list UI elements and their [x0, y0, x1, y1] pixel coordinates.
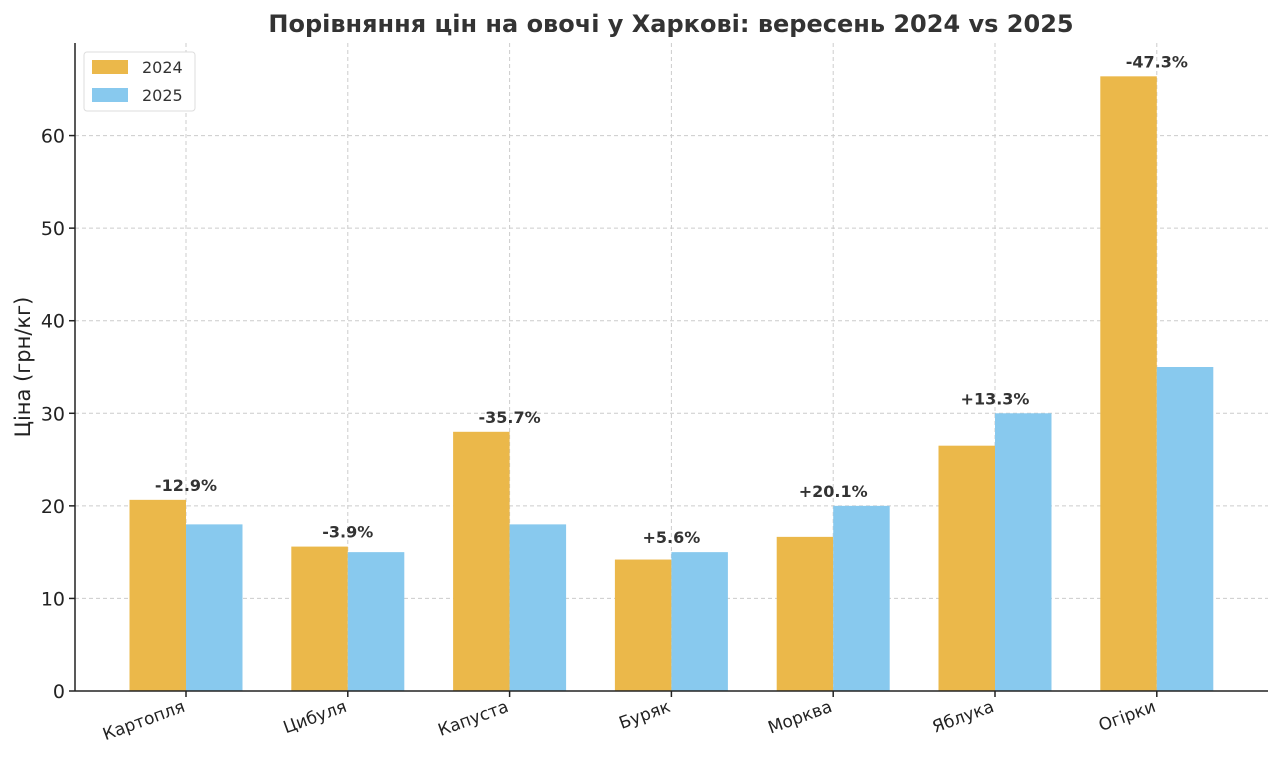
x-tick-label: Цибуля: [281, 697, 350, 738]
x-tick-label: Буряк: [616, 697, 673, 734]
x-tick-labels: Картопля Цибуля Капуста Буряк Морква Яблука Ог…: [100, 697, 1158, 745]
x-tick-label: Капуста: [436, 697, 512, 741]
bar-2024-3: [614, 559, 672, 691]
x-tick-label: Яблука: [930, 697, 997, 738]
bar-2025-1: [347, 552, 405, 691]
bar-2025-3: [671, 552, 728, 691]
bar-2024-4: [776, 536, 834, 691]
legend-label-2025: 2025: [142, 86, 183, 105]
data-labels-layer: -12.9% -3.9% -35.7% +5.6% +20.1% +13.3% -47.3%: [155, 52, 1188, 547]
change-label: -12.9%: [155, 476, 217, 495]
y-tick-label: 50: [41, 218, 65, 240]
axes-layer: [69, 43, 1268, 697]
x-tick-label: Огірки: [1096, 697, 1158, 736]
y-tick-label: 60: [41, 126, 65, 148]
change-label: +20.1%: [799, 482, 868, 501]
change-label: -47.3%: [1126, 52, 1188, 71]
legend-swatch-2025: [92, 88, 128, 102]
y-tick-label: 10: [41, 588, 65, 610]
bar-2024-1: [291, 546, 348, 691]
y-tick-labels: 0 10 20 30 40 50 60: [41, 126, 65, 703]
bar-2025-2: [509, 524, 567, 691]
x-tick-label: Картопля: [100, 697, 187, 745]
change-label: +5.6%: [643, 528, 701, 547]
bar-2024-2: [453, 431, 510, 691]
x-tick-label: Морква: [766, 697, 835, 739]
y-tick-label: 20: [41, 496, 65, 518]
legend: 2024 2025: [83, 51, 196, 112]
bar-2024-6: [1100, 76, 1157, 692]
y-axis-label: Ціна (грн/кг): [11, 297, 35, 438]
bars-layer: [129, 76, 1214, 692]
bar-2024-5: [938, 445, 995, 691]
bar-2025-4: [833, 505, 890, 691]
y-tick-label: 0: [53, 681, 65, 703]
bar-2025-6: [1156, 367, 1214, 691]
change-label: -35.7%: [479, 408, 541, 427]
legend-label-2024: 2024: [142, 58, 183, 77]
bar-2025-0: [186, 524, 243, 691]
y-tick-label: 40: [41, 311, 65, 333]
change-label: +13.3%: [961, 389, 1030, 408]
bar-2024-0: [129, 499, 186, 691]
legend-swatch-2024: [92, 60, 128, 74]
y-tick-label: 30: [41, 403, 65, 425]
bar-2025-5: [995, 413, 1052, 691]
chart-title: Порівняння цін на овочі у Харкові: верес…: [268, 10, 1073, 38]
change-label: -3.9%: [322, 523, 373, 542]
